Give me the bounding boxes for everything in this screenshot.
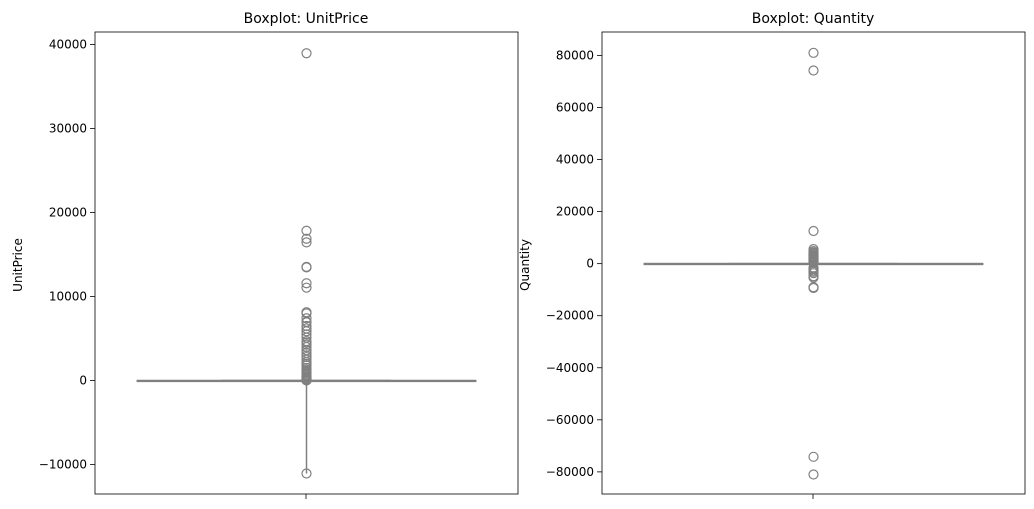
y-tick-label: 30000 — [49, 122, 87, 136]
y-tick-label: −20000 — [546, 309, 594, 323]
outlier-point — [301, 354, 312, 365]
outlier-point — [301, 468, 312, 479]
outlier-point — [301, 375, 312, 386]
outlier-point — [808, 272, 819, 283]
outlier-point — [808, 268, 819, 279]
outlier-point — [301, 320, 312, 332]
axes-frame-unitprice — [94, 31, 519, 495]
y-tick-label: 40000 — [49, 38, 87, 52]
y-tick-label: −10000 — [39, 458, 87, 472]
quantity-boxplot-axes: Boxplot: Quantity Quantity −80000−60000−… — [518, 11, 1026, 499]
y-tick-label: 0 — [586, 257, 594, 271]
outlier-point — [301, 282, 312, 293]
y-tick-label: 60000 — [556, 100, 594, 114]
outlier-point — [301, 233, 312, 244]
unitprice-boxplot-axes: Boxplot: UnitPrice UnitPrice −10000 0 1000… — [11, 11, 519, 499]
outlier-point — [808, 451, 819, 462]
outlier-point — [301, 278, 312, 289]
chart-title-unitprice: Boxplot: UnitPrice — [244, 11, 369, 27]
quantity-y-ticks: −80000 −60000 −40000 −20000 0 20000 40000 60000… — [546, 48, 602, 479]
outlier-point — [301, 225, 312, 236]
y-tick-label: 80000 — [556, 48, 594, 62]
outlier-point — [808, 469, 819, 480]
y-tick-label: 0 — [79, 374, 87, 388]
outlier-point — [301, 326, 312, 337]
y-tick-label: 10000 — [49, 290, 87, 304]
outlier-point — [808, 47, 819, 58]
outlier-point — [808, 225, 819, 237]
y-tick-label: −40000 — [546, 361, 594, 375]
y-axis-label-unitprice: UnitPrice — [11, 238, 25, 292]
outlier-point — [301, 237, 312, 248]
unitprice-marks — [136, 48, 477, 479]
outlier-point — [301, 262, 312, 273]
y-axis-label-quantity: Quantity — [518, 239, 532, 291]
y-tick-label: −60000 — [546, 413, 594, 427]
y-tick-label: 20000 — [556, 205, 594, 219]
y-tick-label: 20000 — [49, 206, 87, 220]
outlier-point — [808, 282, 819, 294]
outlier-point — [808, 65, 819, 76]
outlier-point — [301, 313, 312, 324]
outlier-point — [301, 339, 312, 350]
chart-title-quantity: Boxplot: Quantity — [752, 11, 875, 27]
outlier-point — [301, 360, 312, 371]
quantity-marks — [643, 47, 984, 480]
outlier-point — [301, 329, 312, 340]
outlier-point — [301, 48, 312, 59]
axes-frame-quantity — [601, 31, 1026, 495]
y-tick-label: 40000 — [556, 153, 594, 167]
unitprice-y-ticks: −10000 0 10000 20000 30000 40000 — [39, 38, 95, 472]
y-tick-label: −80000 — [546, 465, 594, 479]
outlier-point — [301, 341, 312, 353]
